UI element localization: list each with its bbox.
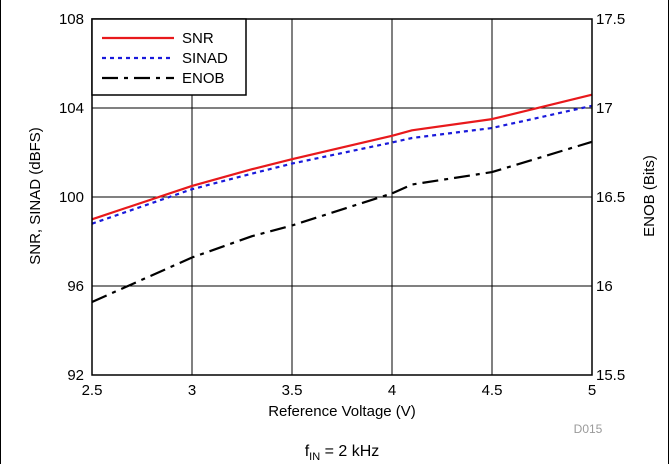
figure-id-note: D015 [574,422,603,436]
x-tick-label: 3.5 [282,382,303,399]
chart-caption: fIN = 2 kHz [305,443,380,463]
caption-prefix: f [305,443,310,460]
x-tick-label: 2.5 [82,382,103,399]
legend-label-snr: SNR [182,30,214,47]
right-axis-ticks: 15.5 16 16.5 17 17.5 [596,11,625,384]
legend: SNR SINAD ENOB [91,18,247,96]
series-layer [91,93,593,304]
series-line-snr [91,93,593,221]
x-tick-label: 3 [188,382,196,399]
y-right-tick-label: 16.5 [596,189,625,206]
y-left-tick-label: 108 [59,11,84,28]
x-tick-label: 5 [588,382,596,399]
y-left-tick-label: 96 [67,278,84,295]
y-right-tick-label: 17 [596,100,613,117]
y-axis-label-left: SNR, SINAD (dBFS) [27,127,44,265]
y-axis-label-right: ENOB (Bits) [641,155,658,237]
y-right-tick-label: 16 [596,278,613,295]
y-left-tick-label: 104 [59,100,84,117]
legend-label-sinad: SINAD [182,50,228,67]
y-left-tick-label: 100 [59,189,84,206]
caption-subscript: IN [309,451,320,463]
caption-suffix: = 2 kHz [320,443,379,460]
x-axis-label: Reference Voltage (V) [268,403,416,420]
series-line-enob [91,140,593,304]
left-axis-ticks: 92 96 100 104 108 [59,11,84,384]
x-tick-label: 4.5 [482,382,503,399]
x-tick-label: 4 [388,382,396,399]
y-right-tick-label: 17.5 [596,11,625,28]
y-left-tick-label: 92 [67,367,84,384]
x-axis-ticks: 2.5 3 3.5 4 4.5 5 [82,382,597,399]
legend-label-enob: ENOB [182,70,225,87]
plot-border [91,18,593,376]
y-right-tick-label: 15.5 [596,367,625,384]
